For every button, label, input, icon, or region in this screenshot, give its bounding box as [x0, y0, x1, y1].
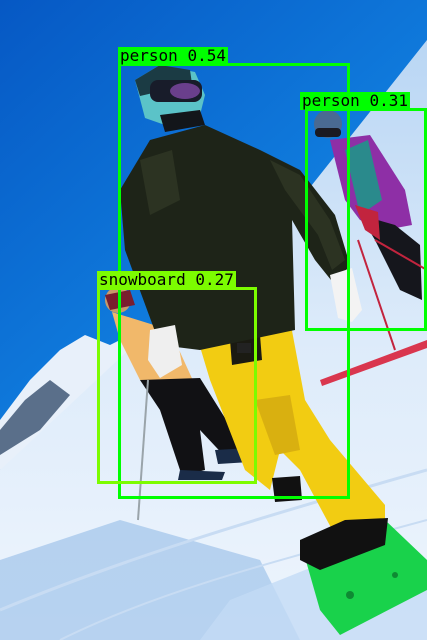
main-snowboarder [120, 65, 427, 635]
detection-box-person-right: person 0.31 [300, 92, 427, 331]
detection-label-person-right: person 0.31 [300, 92, 410, 110]
detection-label-person-main: person 0.54 [118, 47, 228, 65]
detection-class: person [120, 46, 178, 65]
detection-score: 0.27 [195, 270, 234, 289]
detection-box-snowboard: snowboard 0.27 [97, 271, 257, 484]
detection-class: snowboard [99, 270, 186, 289]
distant-mountain-shadow [0, 380, 70, 455]
detection-score: 0.31 [369, 91, 408, 110]
detection-class: person [302, 91, 360, 110]
detection-score: 0.54 [187, 46, 226, 65]
background-skier [314, 110, 427, 386]
detection-label-snowboard: snowboard 0.27 [97, 271, 236, 289]
